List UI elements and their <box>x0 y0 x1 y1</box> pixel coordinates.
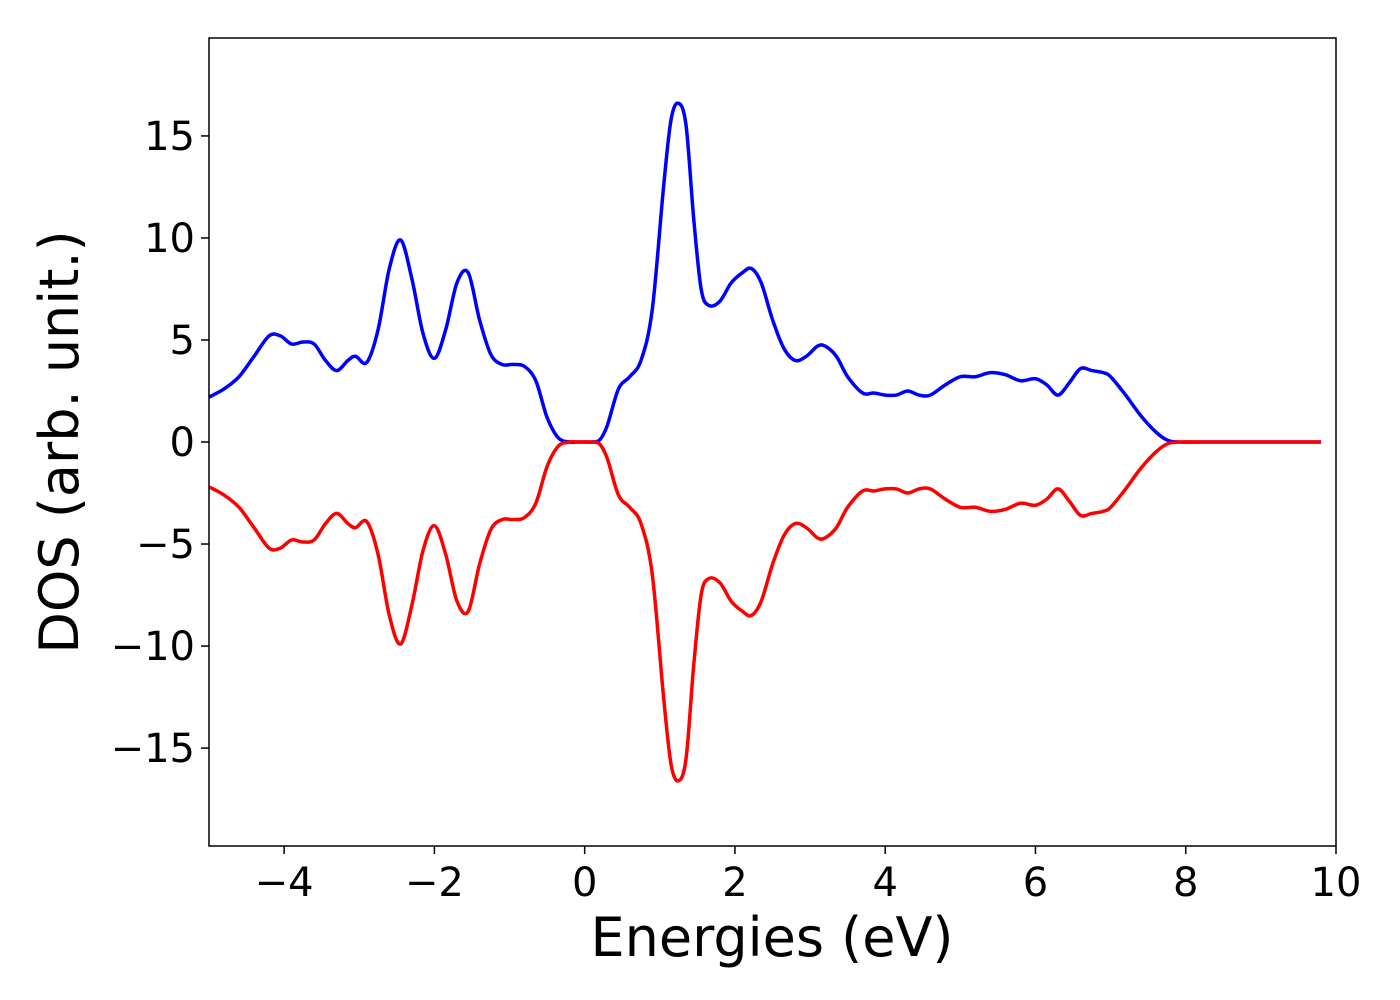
y-tick-label: 5 <box>170 318 195 364</box>
x-axis-ticks: −4 −2 0 2 4 6 8 10 <box>255 846 1362 906</box>
y-tick-label: −15 <box>111 726 195 772</box>
x-axis-label: Energies (eV) <box>591 906 954 969</box>
plot-frame <box>208 37 1337 847</box>
y-tick-label: −5 <box>136 522 195 568</box>
y-tick-label: 0 <box>170 420 195 466</box>
x-tick-label: 2 <box>722 860 747 906</box>
series-layer <box>208 101 1321 783</box>
x-tick-label: 8 <box>1173 860 1198 906</box>
x-tick-label: 10 <box>1311 860 1362 906</box>
y-tick-label: 10 <box>144 216 195 262</box>
x-tick-label: 4 <box>872 860 897 906</box>
y-tick-label: −10 <box>111 624 195 670</box>
dos-spin-up-line <box>208 101 1321 445</box>
y-axis-ticks: 15 10 5 0 −5 −10 −15 <box>111 114 209 772</box>
x-tick-label: 0 <box>572 860 597 906</box>
y-axis-label: DOS (arb. unit.) <box>28 230 91 653</box>
x-tick-label: −2 <box>405 860 464 906</box>
dos-spin-down-line <box>208 439 1321 783</box>
x-tick-label: 6 <box>1023 860 1048 906</box>
x-tick-label: −4 <box>255 860 314 906</box>
y-tick-label: 15 <box>144 114 195 160</box>
